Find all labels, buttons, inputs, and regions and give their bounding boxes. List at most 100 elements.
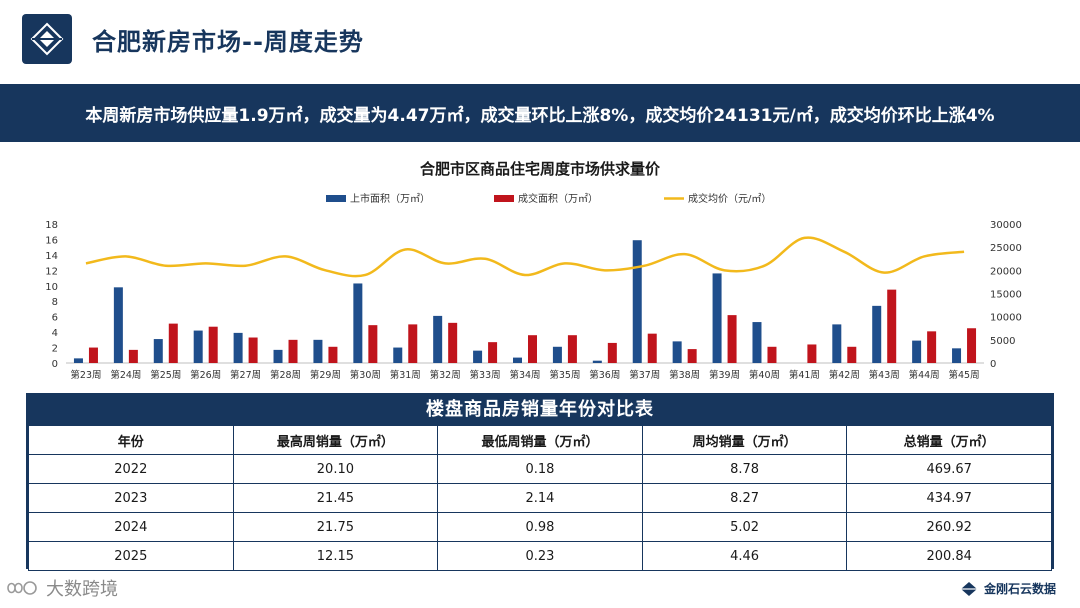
bar-supply: [73, 358, 83, 363]
legend-label: 成交面积（万㎡）: [518, 192, 598, 205]
chart-line: [85, 236, 965, 278]
table-cell: 2023: [28, 483, 234, 513]
col-header-year: 年份: [28, 425, 234, 455]
bar-supply: [672, 341, 682, 363]
y-right-tick-label: 20000: [990, 266, 1022, 277]
table-cell: 434.97: [846, 483, 1052, 513]
bar-supply: [313, 339, 323, 363]
chart-axes: 0 2 4 6 8 10 12 14 16 18 0 5000 10000 15000 20000 25000…: [45, 220, 1022, 381]
table-row: 2025 12.15 0.23 4.46 200.84: [28, 541, 1052, 571]
bar-supply: [632, 240, 642, 363]
y-right-tick-label: 10000: [990, 313, 1022, 324]
summary-banner: 本周新房市场供应量1.9万㎡，成交量为4.47万㎡，成交量环比上涨8%，成交均价…: [0, 84, 1080, 142]
sales-comparison-table: 楼盘商品房销量年份对比表 年份 最高周销量（万㎡） 最低周销量（万㎡） 周均销量…: [26, 393, 1054, 571]
y-left-tick-label: 18: [45, 220, 58, 231]
table-row: 2022 20.10 0.18 8.78 469.67: [28, 454, 1052, 484]
y-right-tick-label: 15000: [990, 290, 1022, 301]
bar-supply: [832, 324, 842, 363]
y-left-tick-label: 6: [52, 313, 58, 324]
diamond-small-icon: [960, 581, 977, 596]
bar-supply: [473, 350, 483, 363]
table-row: 2024 21.75 0.98 5.02 260.92: [28, 512, 1052, 542]
legend-swatch: [326, 195, 346, 202]
x-tick-label: 第40周: [749, 369, 780, 381]
bar-deal: [88, 347, 98, 363]
bar-supply: [233, 332, 243, 363]
table-row: 2023 21.45 2.14 8.27 434.97: [28, 483, 1052, 513]
bar-deal: [647, 333, 657, 363]
bar-supply: [712, 273, 722, 363]
x-tick-label: 第43周: [869, 369, 900, 381]
table-cell: 0.18: [437, 454, 643, 484]
table-cell: 8.27: [641, 483, 848, 513]
col-header-total: 总销量（万㎡）: [846, 425, 1052, 455]
bar-deal: [208, 326, 218, 363]
table-cell: 0.98: [437, 512, 643, 542]
table-cell: 20.10: [232, 454, 439, 484]
table-cell: 12.15: [232, 541, 439, 571]
x-tick-label: 第44周: [909, 369, 940, 381]
y-left-tick-label: 16: [45, 235, 58, 246]
y-left-tick-label: 10: [45, 282, 58, 293]
bar-deal: [847, 346, 857, 363]
table-cell: 2025: [28, 541, 234, 571]
x-tick-label: 第28周: [270, 369, 301, 381]
table-cell: 21.75: [232, 512, 439, 542]
bar-deal: [288, 339, 298, 363]
table-cell: 8.78: [641, 454, 848, 484]
x-tick-label: 第41周: [789, 369, 820, 381]
x-tick-label: 第26周: [190, 369, 221, 381]
y-left-tick-label: 12: [45, 266, 58, 277]
table-cell: 2.14: [437, 483, 643, 513]
y-left-tick-label: 0: [52, 359, 58, 370]
table-cell: 5.02: [641, 512, 848, 542]
x-tick-label: 第37周: [629, 369, 660, 381]
diamond-logo-icon: [30, 22, 64, 56]
table-cell: 4.46: [641, 541, 848, 571]
bar-deal: [567, 335, 577, 363]
col-header-min: 最低周销量（万㎡）: [437, 425, 643, 455]
bar-supply: [552, 346, 562, 363]
x-tick-label: 第30周: [350, 369, 381, 381]
table-cell: 469.67: [846, 454, 1052, 484]
legend-label: 上市面积（万㎡）: [350, 192, 430, 205]
bar-deal: [408, 324, 418, 363]
x-tick-label: 第42周: [829, 369, 860, 381]
x-tick-label: 第34周: [509, 369, 540, 381]
col-header-avg: 周均销量（万㎡）: [641, 425, 848, 455]
col-header-max: 最高周销量（万㎡）: [232, 425, 439, 455]
x-tick-label: 第35周: [549, 369, 580, 381]
bar-deal: [607, 342, 617, 363]
x-tick-label: 第33周: [470, 369, 501, 381]
x-tick-label: 第25周: [150, 369, 181, 381]
y-left-tick-label: 8: [52, 297, 58, 308]
bar-supply: [513, 357, 522, 363]
table-cell: 2022: [28, 454, 234, 484]
bar-deal: [767, 346, 777, 363]
bar-supply: [193, 330, 203, 363]
table-cell: 0.23: [437, 541, 643, 571]
header: 合肥新房市场--周度走势: [0, 0, 1080, 84]
chart-legend: 上市面积（万㎡） 成交面积（万㎡） 成交均价（元/㎡）: [326, 192, 771, 205]
page-title: 合肥新房市场--周度走势: [92, 28, 364, 56]
data-table: 年份 最高周销量（万㎡） 最低周销量（万㎡） 周均销量（万㎡） 总销量（万㎡） …: [28, 425, 1052, 571]
bar-supply: [433, 315, 443, 363]
x-tick-label: 第27周: [230, 369, 261, 381]
footer-left-brand: 大数跨境: [46, 579, 118, 600]
table-cell: 260.92: [846, 512, 1052, 542]
bar-supply: [752, 322, 762, 363]
bar-deal: [807, 344, 817, 363]
table-cell: 2024: [28, 512, 234, 542]
y-right-tick-label: 30000: [990, 220, 1022, 231]
x-tick-label: 第23周: [70, 369, 101, 381]
bar-deal: [368, 325, 378, 363]
table-cell: 21.45: [232, 483, 439, 513]
x-tick-label: 第39周: [709, 369, 740, 381]
infinity-icon: [7, 581, 37, 595]
bar-deal: [248, 337, 258, 363]
bar-supply: [912, 340, 922, 363]
x-tick-label: 第24周: [110, 369, 141, 381]
logo: [22, 14, 72, 64]
chart-bars: [73, 240, 977, 363]
footer-watermark-brand: 大数跨境: [6, 574, 118, 602]
